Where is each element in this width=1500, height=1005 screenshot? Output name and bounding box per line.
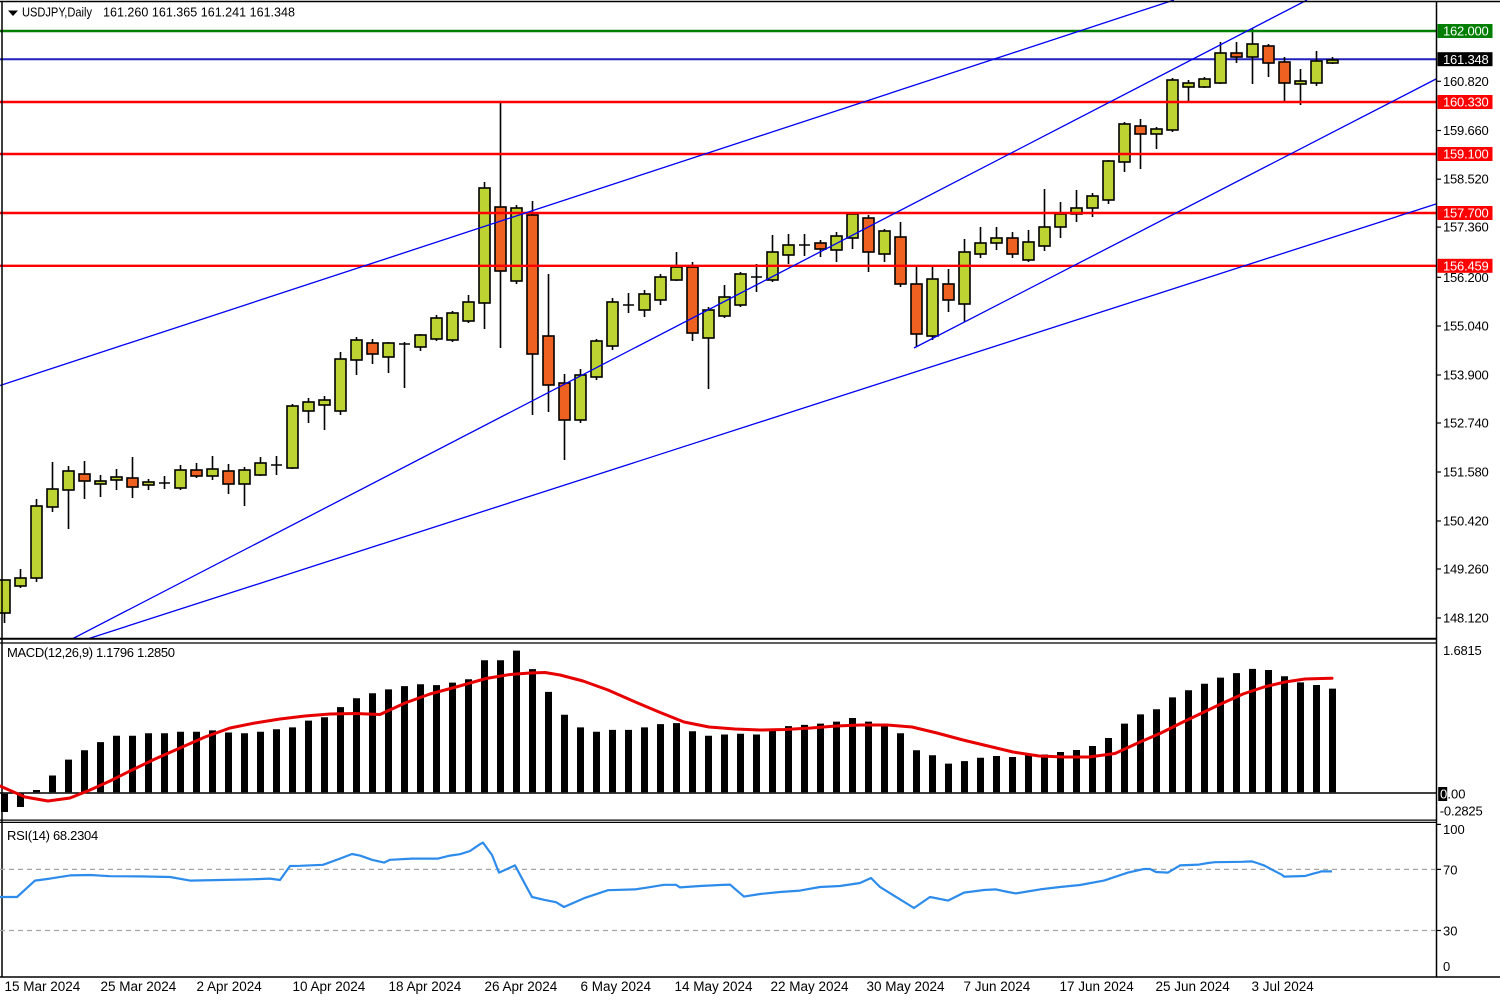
svg-text:155.040: 155.040 — [1443, 319, 1489, 334]
svg-text:156.459: 156.459 — [1443, 259, 1489, 274]
svg-text:157.700: 157.700 — [1443, 206, 1489, 221]
svg-text:30 May 2024: 30 May 2024 — [867, 979, 946, 994]
svg-text:158.520: 158.520 — [1443, 172, 1489, 187]
svg-text:161.260 161.365 161.241 161.34: 161.260 161.365 161.241 161.348 — [103, 5, 295, 20]
svg-text:25 Jun 2024: 25 Jun 2024 — [1156, 979, 1231, 994]
svg-text:3 Jul 2024: 3 Jul 2024 — [1252, 979, 1315, 994]
svg-text:22 May 2024: 22 May 2024 — [771, 979, 850, 994]
svg-text:157.360: 157.360 — [1443, 220, 1489, 235]
svg-text:-0.2825: -0.2825 — [1440, 804, 1483, 819]
svg-text:100: 100 — [1443, 822, 1465, 837]
svg-text:159.100: 159.100 — [1443, 147, 1489, 162]
svg-text:30: 30 — [1443, 924, 1457, 939]
svg-text:153.900: 153.900 — [1443, 368, 1489, 383]
svg-text:18 Apr 2024: 18 Apr 2024 — [389, 979, 462, 994]
svg-text:2 Apr 2024: 2 Apr 2024 — [197, 979, 263, 994]
svg-text:162.000: 162.000 — [1443, 24, 1489, 39]
svg-text:150.420: 150.420 — [1443, 514, 1489, 529]
svg-text:1.6815: 1.6815 — [1443, 643, 1482, 658]
svg-text:7 Jun 2024: 7 Jun 2024 — [964, 979, 1031, 994]
svg-text:MACD(12,26,9) 1.1796 1.2850: MACD(12,26,9) 1.1796 1.2850 — [7, 645, 175, 660]
svg-text:26 Apr 2024: 26 Apr 2024 — [485, 979, 558, 994]
svg-text:152.740: 152.740 — [1443, 416, 1489, 431]
svg-text:17 Jun 2024: 17 Jun 2024 — [1060, 979, 1135, 994]
svg-text:10 Apr 2024: 10 Apr 2024 — [293, 979, 366, 994]
svg-text:160.820: 160.820 — [1443, 74, 1489, 89]
svg-text:160.330: 160.330 — [1443, 95, 1489, 110]
svg-text:RSI(14) 68.2304: RSI(14) 68.2304 — [7, 828, 98, 843]
svg-text:.00: .00 — [1447, 787, 1465, 802]
svg-text:15 Mar 2024: 15 Mar 2024 — [5, 979, 81, 994]
svg-text:6 May 2024: 6 May 2024 — [581, 979, 652, 994]
svg-text:149.260: 149.260 — [1443, 562, 1489, 577]
svg-text:161.348: 161.348 — [1443, 52, 1489, 67]
svg-text:148.120: 148.120 — [1443, 611, 1489, 626]
svg-text:25 Mar 2024: 25 Mar 2024 — [101, 979, 177, 994]
svg-text:156.200: 156.200 — [1443, 270, 1489, 285]
svg-text:0: 0 — [1440, 787, 1447, 802]
svg-text:70: 70 — [1443, 863, 1457, 878]
svg-text:159.660: 159.660 — [1443, 123, 1489, 138]
svg-text:14 May 2024: 14 May 2024 — [675, 979, 754, 994]
svg-text:0: 0 — [1443, 959, 1450, 974]
svg-text:151.580: 151.580 — [1443, 465, 1489, 480]
svg-text:USDJPY,Daily: USDJPY,Daily — [22, 5, 92, 20]
